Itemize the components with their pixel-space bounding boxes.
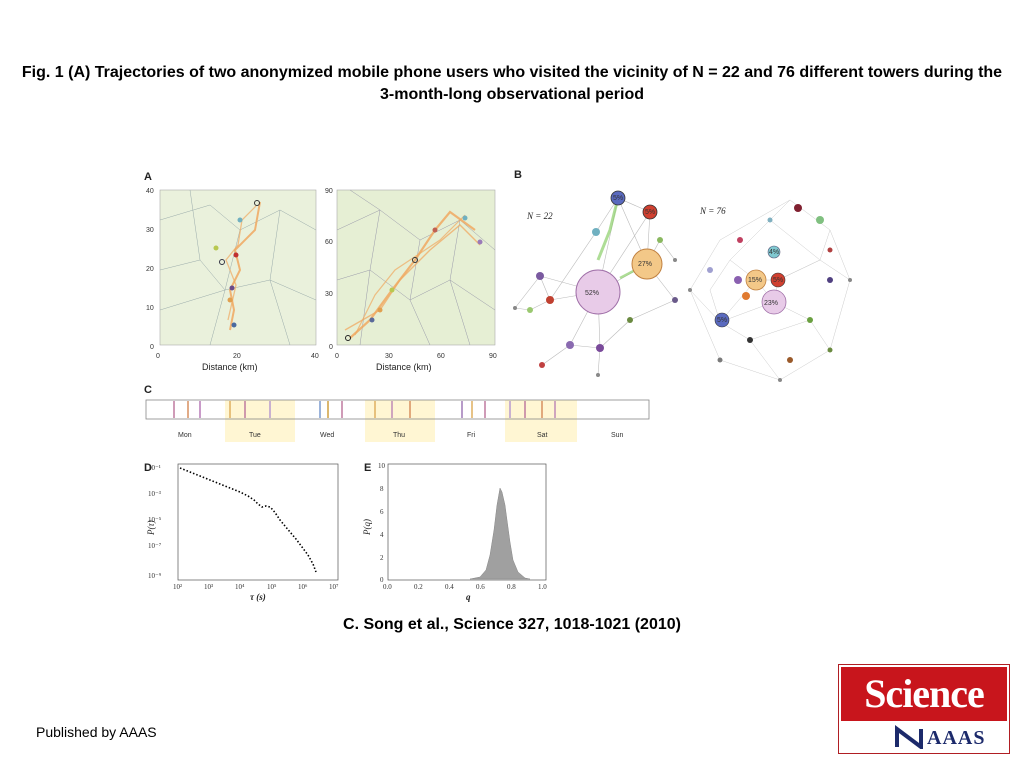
d-ylabel: P(τ) — [146, 520, 156, 536]
panel-c-timeline — [145, 399, 650, 442]
b-net2-pct: 23% — [764, 300, 778, 307]
a-left-ytick: 40 — [146, 188, 154, 195]
a-left-ytick: 0 — [150, 344, 154, 351]
a-left-ytick: 20 — [146, 266, 154, 273]
aaas-logo: AAAS — [841, 723, 1007, 751]
a-right-xtick: 30 — [385, 353, 393, 360]
panel-e-label: E — [364, 462, 371, 474]
panel-a-label: A — [144, 171, 152, 183]
a-right-xlabel: Distance (km) — [376, 362, 432, 372]
a-left-xtick: 40 — [311, 353, 319, 360]
e-ytick: 0 — [380, 576, 384, 584]
a-left-xtick: 0 — [156, 353, 160, 360]
a-left-ytick: 30 — [146, 227, 154, 234]
b-net2-pct: 4% — [769, 249, 779, 256]
science-logo: Science AAAS — [838, 664, 1010, 754]
figure-composite: A 40 30 20 10 0 0 20 40 Distance (km) 90 — [130, 160, 890, 610]
b-net2-pct: 5% — [717, 317, 727, 324]
b-net1-pct: 27% — [638, 261, 652, 268]
b-net1-pct: 5% — [613, 195, 623, 202]
panel-c-label: C — [144, 384, 152, 396]
a-right-ytick: 90 — [325, 188, 333, 195]
e-xtick: 0.4 — [445, 583, 454, 591]
d-xtick: 10⁶ — [298, 583, 308, 591]
e-xtick: 0.8 — [507, 583, 516, 591]
aaas-logo-text: AAAS — [927, 727, 986, 749]
e-ylabel: P(q) — [362, 519, 372, 536]
d-xtick: 10² — [173, 583, 182, 591]
panel-a-left-map — [159, 189, 317, 346]
a-right-ytick: 60 — [325, 239, 333, 246]
a-left-xtick: 20 — [233, 353, 241, 360]
e-xlabel: q — [466, 592, 471, 602]
d-ytick: 10⁻⁹ — [148, 572, 162, 580]
science-logo-text: Science — [841, 667, 1007, 721]
panel-d-plot — [177, 463, 339, 581]
b-net2-label: N = 76 — [699, 206, 726, 216]
a-right-xtick: 60 — [437, 353, 445, 360]
d-ytick: 10⁻⁵ — [148, 516, 162, 524]
e-ytick: 6 — [380, 508, 384, 516]
c-day: Tue — [249, 432, 261, 439]
publisher-note: Published by AAAS — [36, 724, 157, 740]
c-day: Sun — [611, 432, 624, 439]
e-xtick: 0.2 — [414, 583, 423, 591]
figure-graphic: A 40 30 20 10 0 0 20 40 Distance (km) 90 — [144, 169, 852, 602]
e-xtick: 1.0 — [538, 583, 547, 591]
e-ytick: 10 — [378, 462, 386, 470]
b-net2-pct: 15% — [748, 277, 762, 284]
a-right-ytick: 0 — [329, 344, 333, 351]
network-n76 — [689, 199, 851, 381]
panel-a-right-map — [336, 189, 496, 346]
a-left-ytick: 10 — [146, 305, 154, 312]
b-net2-pct: 5% — [773, 277, 783, 284]
d-ytick: 10⁻³ — [148, 490, 161, 498]
a-left-xlabel: Distance (km) — [202, 362, 258, 372]
d-xtick: 10⁵ — [267, 583, 277, 591]
c-day: Fri — [467, 432, 476, 439]
e-xtick: 0.0 — [383, 583, 392, 591]
b-net1-pct: 52% — [585, 290, 599, 297]
e-ytick: 8 — [380, 485, 384, 493]
network-n22-nodes — [513, 190, 678, 377]
panel-e-plot — [387, 463, 547, 581]
e-ytick: 2 — [380, 554, 384, 562]
c-day: Sat — [537, 432, 548, 439]
d-xtick: 10⁷ — [329, 583, 339, 591]
aaas-mark-icon — [895, 725, 923, 749]
d-xtick: 10⁴ — [235, 583, 245, 591]
d-xtick: 10³ — [204, 583, 213, 591]
network-n76-nodes — [688, 204, 852, 382]
b-net1-pct: 5% — [645, 209, 655, 216]
a-right-xtick: 0 — [335, 353, 339, 360]
c-day: Mon — [178, 432, 192, 439]
a-right-ytick: 30 — [325, 291, 333, 298]
c-day: Wed — [320, 432, 334, 439]
a-right-xtick: 90 — [489, 353, 497, 360]
panel-b-label: B — [514, 169, 522, 181]
e-ytick: 4 — [380, 531, 384, 539]
d-xlabel: τ (s) — [250, 592, 266, 602]
c-day: Thu — [393, 432, 405, 439]
b-net1-label: N = 22 — [526, 211, 553, 221]
d-ytick: 10⁻⁷ — [148, 542, 162, 550]
panel-d-label: D — [144, 462, 152, 474]
figure-title: Fig. 1 (A) Trajectories of two anonymize… — [21, 64, 1003, 103]
d-ytick: 10⁻¹ — [148, 464, 161, 472]
e-xtick: 0.6 — [476, 583, 485, 591]
citation: C. Song et al., Science 327, 1018-1021 (… — [343, 616, 681, 633]
